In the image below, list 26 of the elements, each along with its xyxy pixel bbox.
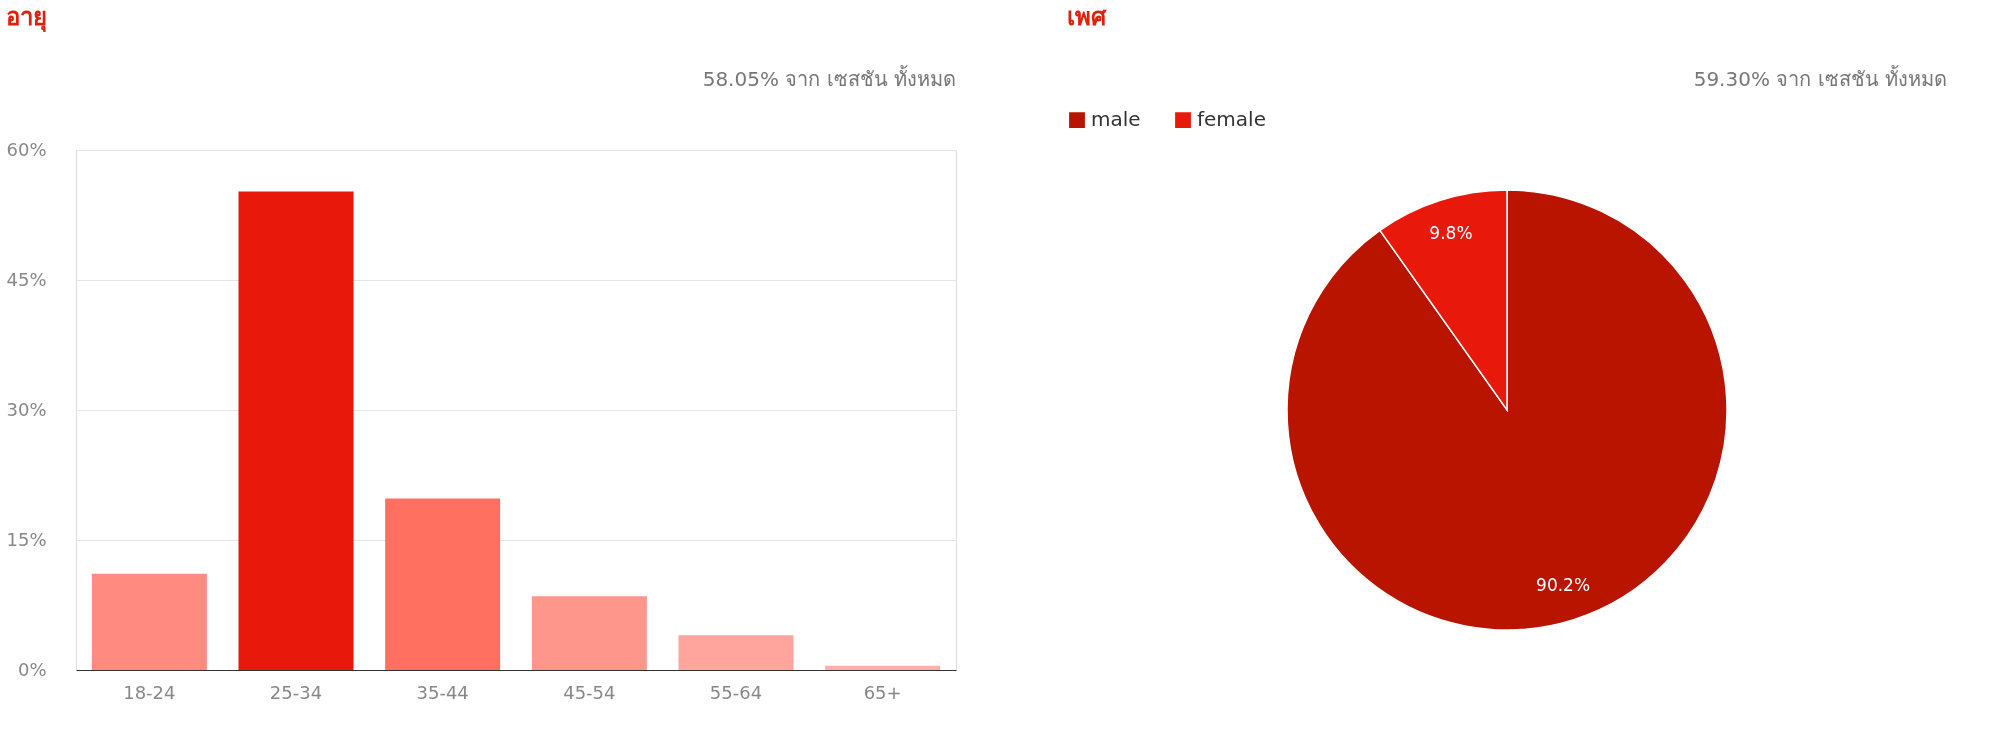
bar [385,498,501,670]
bar [825,665,941,670]
x-tick-label: 65+ [863,681,902,703]
text: 59.30% จาก เซสชัน ทั้งหมด [1693,65,1947,91]
y-tick-label: 0% [17,658,47,680]
data-label: 90.2% [1536,575,1591,596]
bar [91,573,207,670]
x-tick-label: 35-44 [416,681,469,703]
x-tick-label: 25-34 [269,681,323,703]
legend-label: female [1197,107,1266,132]
bar [238,191,354,670]
chart-title: อายุ [5,3,47,33]
y-tick-label: 45% [6,268,47,290]
x-tick-label: 55-64 [709,681,763,703]
bar [678,635,794,670]
x-tick-label: 45-54 [563,681,616,703]
bar [531,596,647,670]
y-tick-label: 30% [6,398,47,420]
text: 58.05% จาก เซสชัน ทั้งหมด [702,65,956,91]
chart-title: เพศ [1067,3,1107,31]
legend-label: male [1091,107,1141,132]
y-tick-label: 15% [6,528,47,550]
x-tick-label: 18-24 [123,681,176,703]
data-label: 9.8% [1429,222,1473,243]
pie-slice [1286,189,1728,631]
y-tick-label: 60% [6,138,47,160]
